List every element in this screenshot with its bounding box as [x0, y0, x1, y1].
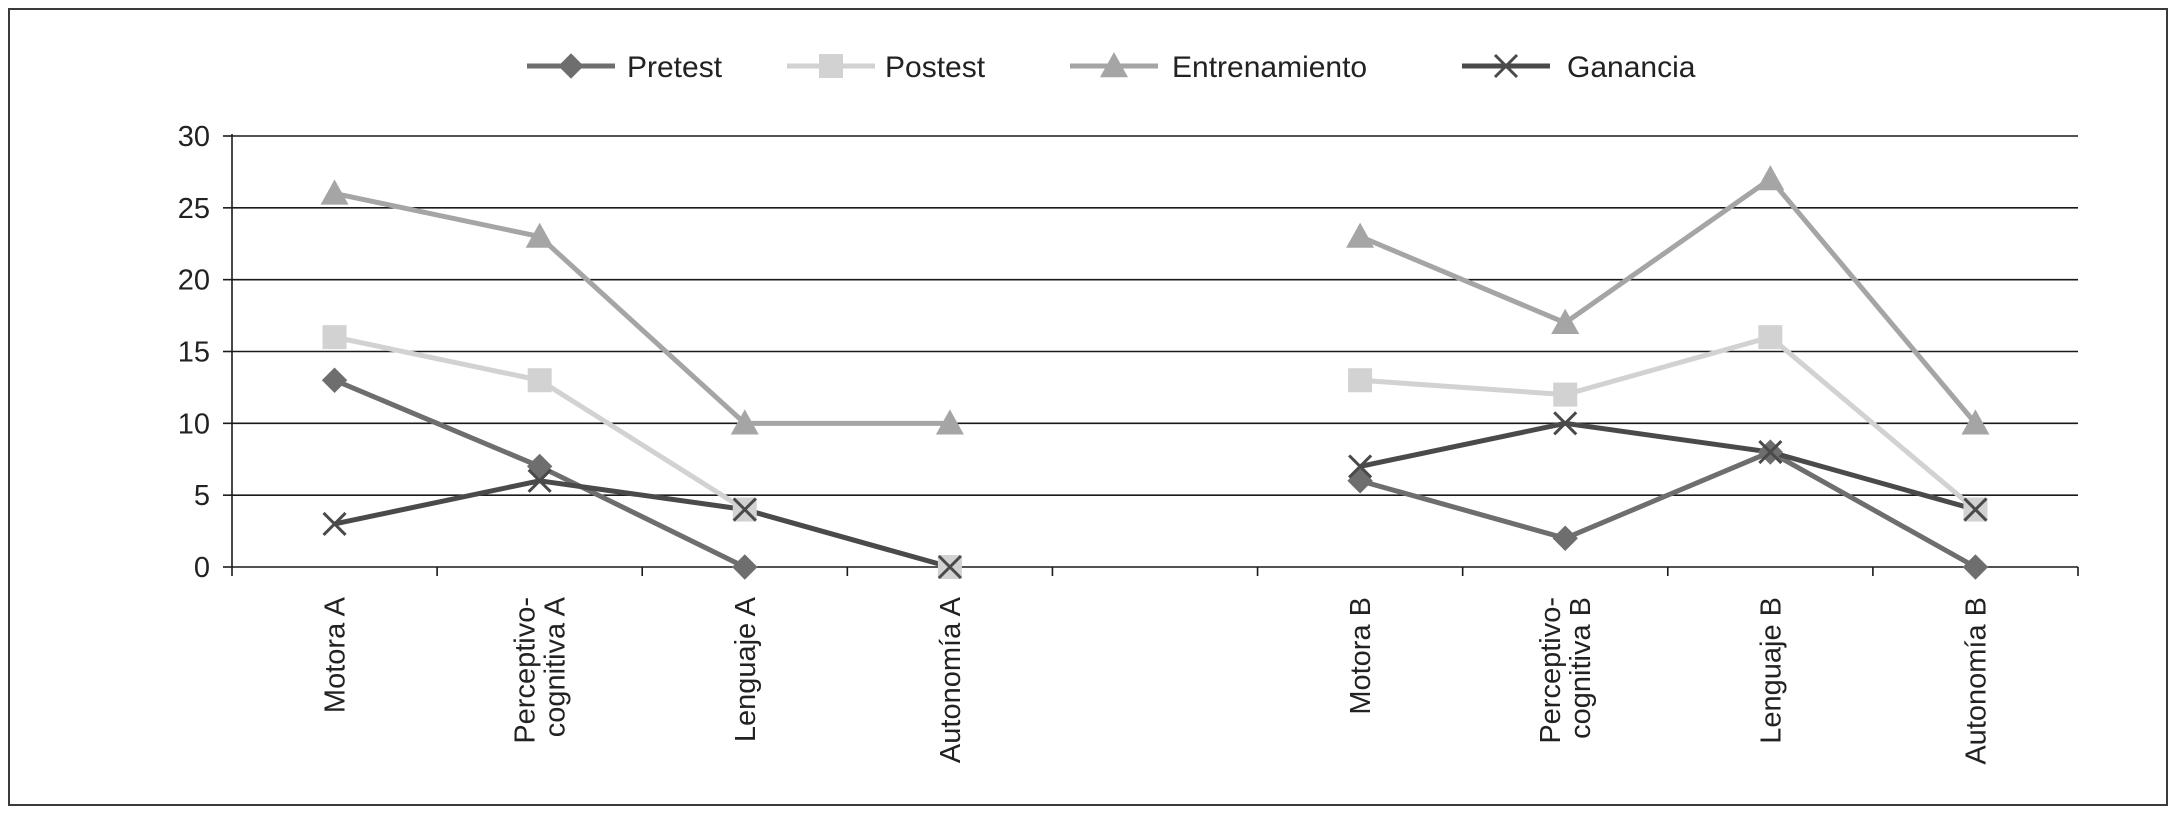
data-point-postest-1 — [527, 368, 552, 393]
legend-label-postest: Postest — [885, 51, 986, 84]
x-category-label-line: Lenguaje B — [1755, 597, 1787, 744]
series-line-entrenamiento-1 — [1359, 176, 1978, 425]
x-category-label-line: cognitiva B — [1565, 597, 1597, 739]
data-point-ganancia-6 — [1553, 411, 1578, 436]
data-point-ganancia-5 — [1348, 454, 1373, 479]
y-tick-label-25: 25 — [178, 193, 210, 225]
chart-frame — [8, 8, 2168, 806]
data-point-entrenamiento-6 — [1551, 308, 1580, 334]
series-line-postest-0 — [334, 334, 951, 570]
data-point-ganancia-8 — [1963, 497, 1988, 522]
x-category-label-0: Motora A — [320, 596, 352, 713]
x-category-label-line: Lenguaje A — [730, 596, 762, 742]
x-category-label-line: Motora A — [320, 596, 352, 713]
x-category-label-8: Autonomía B — [1960, 597, 1992, 765]
data-point-ganancia-7 — [1758, 440, 1783, 465]
y-tick-label-10: 10 — [178, 408, 210, 440]
legend-marker-postest — [819, 54, 843, 78]
series-line-ganancia-1 — [1359, 420, 1977, 512]
data-point-pretest-8 — [1962, 554, 1989, 580]
data-point-entrenamiento-2 — [730, 409, 759, 435]
series-line-postest-1 — [1359, 334, 1978, 512]
legend-label-entrenamiento: Entrenamiento — [1172, 51, 1367, 84]
data-point-pretest-6 — [1552, 525, 1578, 551]
x-category-label-line: Perceptivo- — [1535, 597, 1567, 744]
data-point-entrenamiento-0 — [320, 179, 349, 205]
series-line-entrenamiento-0 — [334, 191, 950, 426]
x-category-label-3: Autonomía A — [935, 596, 967, 763]
series-line-ganancia-0 — [334, 478, 951, 570]
data-point-ganancia-0 — [322, 511, 347, 536]
y-tick-label-30: 30 — [178, 121, 210, 153]
data-point-entrenamiento-1 — [525, 222, 554, 248]
data-point-ganancia-2 — [732, 497, 757, 522]
legend-marker-entrenamiento — [1100, 52, 1128, 78]
data-point-postest-6 — [1553, 382, 1578, 407]
y-tick-label-0: 0 — [194, 552, 210, 584]
data-point-postest-7 — [1758, 325, 1783, 350]
x-category-label-5: Motora B — [1345, 597, 1377, 715]
x-category-label-1: Perceptivo-cognitiva A — [510, 596, 572, 743]
y-tick-label-15: 15 — [178, 337, 210, 369]
legend-label-ganancia: Ganancia — [1567, 51, 1696, 84]
x-category-label-line: Autonomía A — [935, 596, 967, 763]
x-category-label-line: Perceptivo- — [510, 597, 542, 744]
x-category-label-6: Perceptivo-cognitiva B — [1535, 597, 1597, 744]
y-tick-label-20: 20 — [178, 265, 210, 297]
y-tick-label-5: 5 — [194, 480, 210, 512]
data-point-entrenamiento-8 — [1961, 409, 1990, 435]
x-category-label-2: Lenguaje A — [730, 596, 762, 742]
legend-label-pretest: Pretest — [627, 51, 723, 84]
data-point-postest-0 — [322, 325, 347, 350]
data-point-entrenamiento-5 — [1346, 222, 1375, 248]
data-point-postest-5 — [1348, 368, 1373, 393]
data-point-pretest-5 — [1347, 468, 1373, 494]
series-line-pretest-1 — [1359, 449, 1977, 570]
legend-marker-ganancia — [1493, 53, 1519, 79]
data-point-pretest-2 — [732, 554, 758, 580]
x-category-label-line: Motora B — [1345, 597, 1377, 715]
data-point-pretest-0 — [321, 367, 348, 393]
data-point-ganancia-3 — [937, 554, 962, 580]
data-point-entrenamiento-3 — [935, 409, 964, 435]
data-point-entrenamiento-7 — [1756, 165, 1785, 191]
data-point-pretest-1 — [526, 453, 553, 480]
legend-marker-pretest — [558, 53, 584, 79]
x-category-label-line: cognitiva A — [540, 596, 572, 737]
x-category-label-line: Autonomía B — [1960, 597, 1992, 765]
x-category-label-7: Lenguaje B — [1755, 597, 1787, 744]
data-point-ganancia-1 — [527, 468, 552, 493]
